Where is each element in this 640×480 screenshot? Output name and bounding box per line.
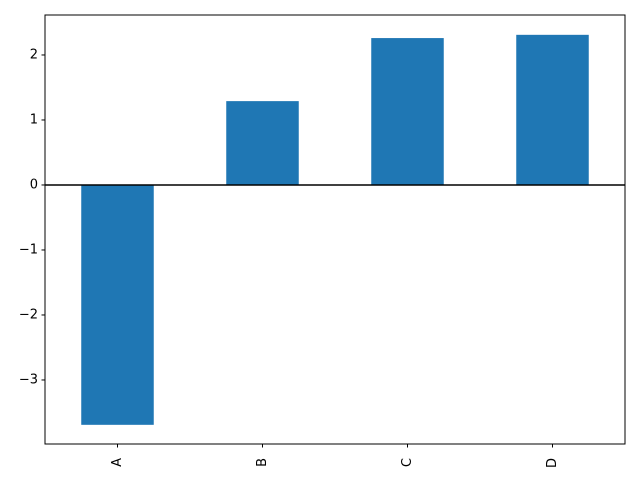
- x-tick-label: A: [110, 458, 125, 467]
- y-tick-label: 1: [30, 112, 38, 127]
- y-tick-label: −3: [19, 372, 38, 387]
- bar: [516, 34, 589, 185]
- x-tick-label: C: [400, 458, 415, 467]
- axes-frame: [44, 14, 626, 445]
- y-tick-label: 0: [30, 177, 38, 192]
- y-tick-label: −2: [19, 307, 38, 322]
- plot-area: [81, 34, 589, 425]
- bar: [226, 101, 299, 185]
- bar: [81, 184, 154, 425]
- y-tick-label: −1: [19, 242, 38, 257]
- y-tick-label: 2: [30, 47, 38, 62]
- bar: [371, 38, 444, 185]
- x-tick-label: D: [545, 458, 560, 468]
- x-tick-label: B: [255, 458, 270, 467]
